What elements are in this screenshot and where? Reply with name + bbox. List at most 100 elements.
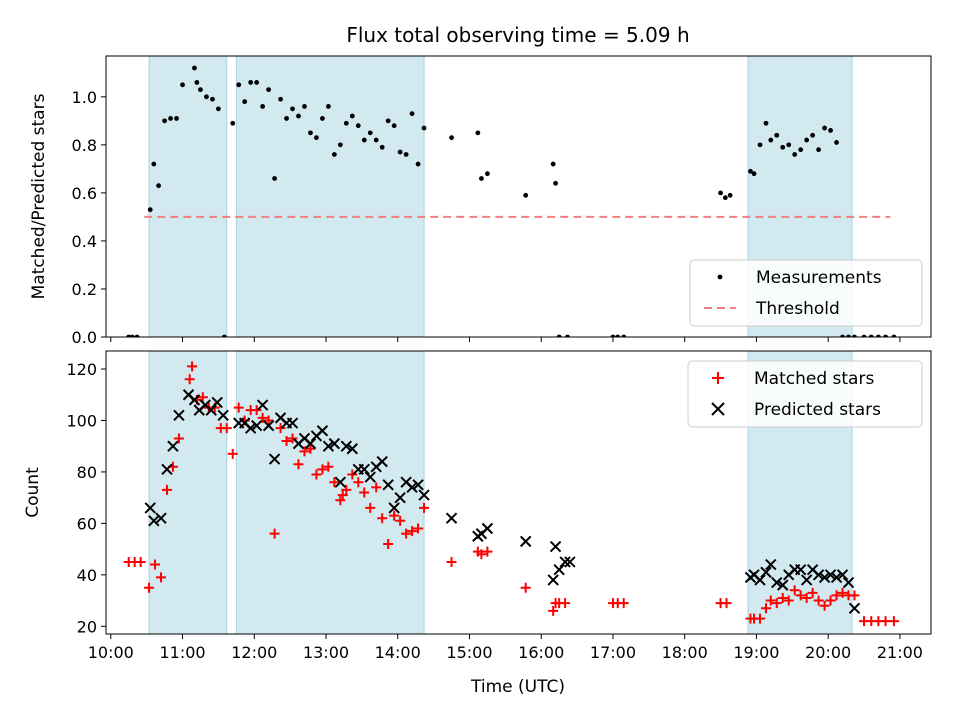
predicted-stars-point [394,491,406,504]
predicted-stars-point [262,419,275,432]
measurement-point [415,161,421,167]
matched-stars-point [618,598,629,609]
predicted-stars-point [250,419,263,432]
predicted-stars-point [777,579,789,591]
x-axis-label: Time (UTC) [470,677,565,697]
measurement-point [748,168,753,174]
matched-stars-point [401,528,412,539]
matched-stars-point [251,405,262,416]
matched-stars-point [144,582,155,593]
predicted-stars-point [765,558,777,571]
y-tick-label-bottom: 120 [66,360,97,379]
y-tick-label-top: 1.0 [72,88,97,107]
measurement-point [786,142,792,148]
measurement-point [523,192,529,198]
matched-stars-point [777,592,788,603]
matched-stars-point [197,392,208,403]
matched-stars-point [807,587,818,598]
measurement-point [290,106,295,112]
axes-frame-top [105,55,932,338]
x-tick-label: 16:00 [518,643,564,662]
legend-label: Threshold [755,299,840,319]
measurement-point [610,334,616,337]
measurement-point [151,161,157,167]
y-tick-label-top: 0.6 [72,184,97,203]
matched-stars-point [317,464,328,475]
measurement-point [379,144,385,150]
x-tick-label: 17:00 [590,643,636,662]
axes-frame-bottom [105,350,932,635]
predicted-stars-point [322,440,335,452]
predicted-stars-point [382,479,394,491]
measurement-point [204,94,209,100]
panel-top: 0.0 0.2 0.4 0.6 0.8 1.0 Matched/Predicted star… [29,55,932,347]
predicted-stars-point [754,574,766,586]
matched-stars-point [721,598,732,609]
matched-stars-point [263,415,274,426]
measurement-point [278,96,283,102]
measurement-point [768,137,774,143]
measurement-point [296,113,301,119]
matched-stars-point [359,487,370,498]
measurement-point [284,116,289,121]
matched-stars-point [305,443,316,454]
measurement-point [162,118,167,124]
legend-box [689,259,923,327]
measurement-point [198,87,203,93]
predicted-stars-point [286,417,299,429]
y-tick-label-bottom: 60 [77,514,97,533]
predicted-stars-point [173,409,185,422]
measurement-point [156,183,162,189]
predicted-stars-point [481,522,494,535]
matched-stars-point [337,490,348,501]
matched-stars-point [795,590,806,601]
measurement-point [828,128,833,133]
panel-bottom: 10:00 11:00 12:00 13:00 14:00 15:00 16:00 17:00… [23,350,932,662]
matched-stars-point [371,482,382,493]
measurement-point [409,111,415,117]
legend-top: Measurements Threshold [689,259,923,327]
predicted-stars-point [830,571,843,584]
matched-stars-point [341,484,352,495]
measurement-point [883,334,888,337]
measurement-point [751,171,757,177]
matched-stars-point [257,412,268,423]
matched-stars-point [150,559,161,570]
matched-stars-point [548,605,559,616]
measurement-point [308,130,313,136]
predicted-stars-point [418,489,430,501]
predicted-stars-point [340,440,353,452]
matched-stars-point [783,595,794,606]
measurement-point [180,82,185,88]
y-tick-label-bottom: 80 [77,463,97,482]
shaded-interval-top-1 [148,55,228,338]
predicted-stars-point [559,556,571,568]
measurement-point [718,190,723,196]
predicted-stars-point [760,566,772,578]
matched-stars-point [335,495,346,506]
predicted-stars-point [144,502,156,514]
measurement-point [861,334,867,337]
measurement-point [403,152,409,157]
predicted-stars-point [334,476,347,488]
measurement-point [343,120,349,126]
measurement-point [242,99,248,105]
measurement-point [215,106,221,112]
matched-stars-point [323,461,334,472]
predicted-stars-point [167,440,179,452]
matched-stars-point [413,523,424,534]
y-tick-label-top: 0.4 [72,232,97,251]
y-axis-label-bottom: Count [23,467,43,518]
x-tick-label: 18:00 [662,643,708,662]
legend-box [687,360,923,428]
predicted-stars-point [800,574,813,586]
measurement-point [355,123,361,129]
predicted-stars-point [812,569,825,581]
measurement-point [479,176,484,181]
legend-bottom: Matched stars Predicted stars [687,360,923,428]
predicted-stars-point [155,512,167,524]
predicted-stars-point [564,556,576,568]
matched-stars-point [365,502,376,513]
matched-stars-point [269,528,280,539]
